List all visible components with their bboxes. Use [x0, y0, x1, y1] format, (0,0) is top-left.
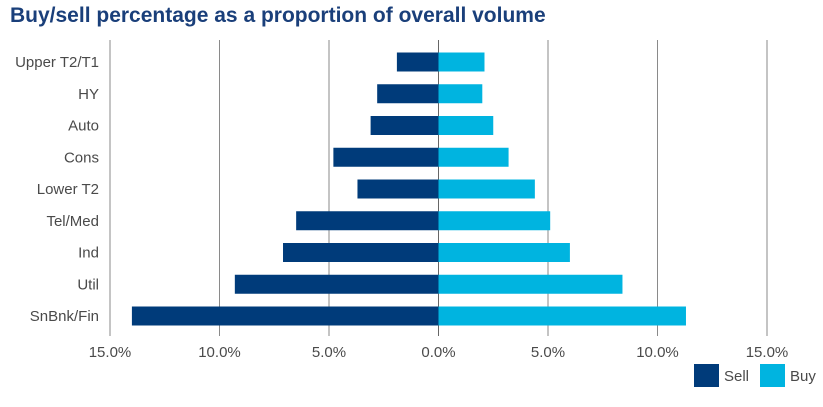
category-label-2: Auto	[68, 118, 99, 135]
bar-buy-3	[438, 147, 509, 167]
bar-sell-0	[396, 52, 439, 72]
legend-label-buy: Buy	[790, 368, 816, 385]
bar-sell-6	[283, 243, 439, 262]
bar-sell-2	[370, 116, 439, 135]
bar-buy-5	[438, 211, 551, 231]
category-label-5: Tel/Med	[46, 213, 99, 230]
category-label-7: Util	[77, 276, 99, 293]
legend: Sell Buy	[694, 364, 816, 387]
category-label-8: SnBnk/Fin	[30, 308, 99, 325]
bar-sell-1	[377, 84, 439, 104]
tick-label-3: 0.0%	[421, 344, 455, 361]
bar-sell-4	[357, 179, 439, 199]
bar-sell-5	[296, 211, 439, 231]
tick-label-1: 10.0%	[198, 344, 241, 361]
x-axis-tick-labels: 15.0% 10.0% 5.0% 0.0% 5.0% 10.0% 15.0%	[89, 344, 789, 361]
bar-buy-7	[438, 274, 623, 294]
category-label-6: Ind	[78, 245, 99, 262]
bar-buy-0	[438, 52, 485, 72]
category-labels: Upper T2/T1 HY Auto Cons Lower T2 Tel/Med Ind U…	[15, 54, 99, 325]
tick-label-6: 15.0%	[746, 344, 789, 361]
tick-label-0: 15.0%	[89, 344, 132, 361]
bar-sell-3	[333, 147, 439, 167]
bars	[131, 52, 686, 326]
legend-swatch-sell	[694, 364, 719, 387]
bar-buy-6	[438, 243, 570, 262]
bar-sell-7	[234, 274, 439, 294]
bar-buy-1	[438, 84, 483, 104]
chart-title: Buy/sell percentage as a proportion of o…	[10, 4, 546, 27]
category-label-3: Cons	[64, 149, 99, 166]
tick-label-2: 5.0%	[312, 344, 346, 361]
bar-sell-8	[131, 306, 439, 326]
category-label-4: Lower T2	[37, 181, 99, 198]
bar-buy-8	[438, 306, 686, 326]
category-label-1: HY	[78, 86, 99, 103]
bar-buy-4	[438, 179, 535, 199]
tick-label-4: 5.0%	[531, 344, 565, 361]
category-label-0: Upper T2/T1	[15, 54, 99, 71]
legend-swatch-buy	[760, 364, 785, 387]
bar-buy-2	[438, 116, 494, 135]
legend-label-sell: Sell	[724, 368, 749, 385]
tick-label-5: 10.0%	[636, 344, 679, 361]
